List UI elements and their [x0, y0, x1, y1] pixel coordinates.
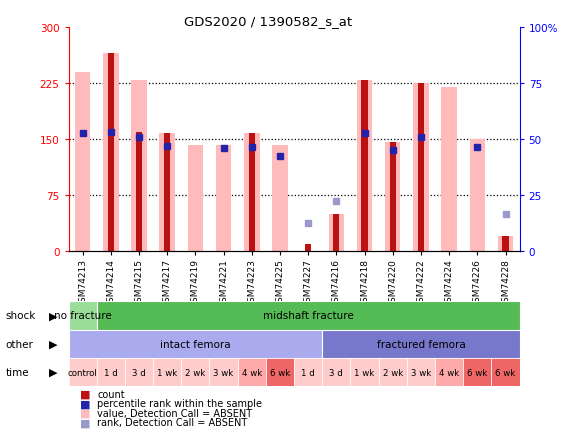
Bar: [463, 358, 492, 386]
Text: ■: ■: [80, 418, 90, 427]
Bar: [435, 358, 463, 386]
Bar: [407, 358, 435, 386]
Bar: [136, 132, 142, 252]
Text: time: time: [6, 367, 29, 377]
Bar: [103, 54, 119, 252]
Text: 6 wk: 6 wk: [496, 368, 516, 377]
Bar: [305, 244, 311, 252]
Bar: [125, 358, 153, 386]
Bar: [441, 88, 457, 252]
Text: shock: shock: [6, 311, 36, 321]
Bar: [108, 54, 114, 252]
Text: 6 wk: 6 wk: [270, 368, 290, 377]
Bar: [238, 358, 266, 386]
Bar: [322, 358, 351, 386]
Bar: [498, 237, 513, 252]
Bar: [294, 358, 322, 386]
Bar: [266, 358, 294, 386]
Text: ■: ■: [80, 398, 90, 408]
Bar: [131, 80, 147, 252]
Text: fractured femora: fractured femora: [376, 339, 465, 349]
Bar: [389, 142, 396, 252]
Bar: [492, 358, 520, 386]
Bar: [272, 145, 288, 252]
Text: 4 wk: 4 wk: [439, 368, 459, 377]
Bar: [153, 358, 182, 386]
Bar: [361, 80, 368, 252]
Text: 6 wk: 6 wk: [467, 368, 488, 377]
Bar: [385, 142, 400, 252]
Bar: [75, 73, 90, 252]
Text: 2 wk: 2 wk: [185, 368, 206, 377]
Text: 1 d: 1 d: [104, 368, 118, 377]
Text: 2 wk: 2 wk: [383, 368, 403, 377]
Text: 1 wk: 1 wk: [355, 368, 375, 377]
Text: ▶: ▶: [49, 367, 57, 377]
Text: value, Detection Call = ABSENT: value, Detection Call = ABSENT: [97, 408, 252, 418]
Text: percentile rank within the sample: percentile rank within the sample: [97, 398, 262, 408]
Text: other: other: [6, 339, 34, 349]
Bar: [188, 145, 203, 252]
Bar: [182, 358, 210, 386]
Bar: [322, 330, 520, 358]
Bar: [69, 302, 96, 330]
Bar: [328, 214, 344, 252]
Text: rank, Detection Call = ABSENT: rank, Detection Call = ABSENT: [97, 418, 247, 427]
Text: 3 wk: 3 wk: [411, 368, 431, 377]
Bar: [413, 84, 429, 252]
Bar: [249, 134, 255, 252]
Text: GDS2020 / 1390582_s_at: GDS2020 / 1390582_s_at: [184, 15, 352, 28]
Bar: [69, 358, 96, 386]
Text: 1 wk: 1 wk: [157, 368, 178, 377]
Text: no fracture: no fracture: [54, 311, 111, 321]
Text: 3 d: 3 d: [132, 368, 146, 377]
Text: ■: ■: [80, 389, 90, 399]
Text: 1 d: 1 d: [301, 368, 315, 377]
Bar: [210, 358, 238, 386]
Text: ■: ■: [80, 408, 90, 418]
Bar: [418, 84, 424, 252]
Bar: [244, 134, 260, 252]
Text: intact femora: intact femora: [160, 339, 231, 349]
Text: control: control: [68, 368, 98, 377]
Text: count: count: [97, 389, 124, 399]
Bar: [379, 358, 407, 386]
Text: 4 wk: 4 wk: [242, 368, 262, 377]
Text: 3 d: 3 d: [329, 368, 343, 377]
Bar: [469, 140, 485, 252]
Text: 3 wk: 3 wk: [214, 368, 234, 377]
Bar: [351, 358, 379, 386]
Bar: [216, 145, 231, 252]
Bar: [502, 237, 509, 252]
Bar: [159, 134, 175, 252]
Bar: [164, 134, 170, 252]
Bar: [333, 214, 339, 252]
Text: ▶: ▶: [49, 339, 57, 349]
Bar: [69, 330, 322, 358]
Text: ▶: ▶: [49, 311, 57, 321]
Bar: [96, 358, 125, 386]
Text: midshaft fracture: midshaft fracture: [263, 311, 353, 321]
Bar: [357, 80, 372, 252]
